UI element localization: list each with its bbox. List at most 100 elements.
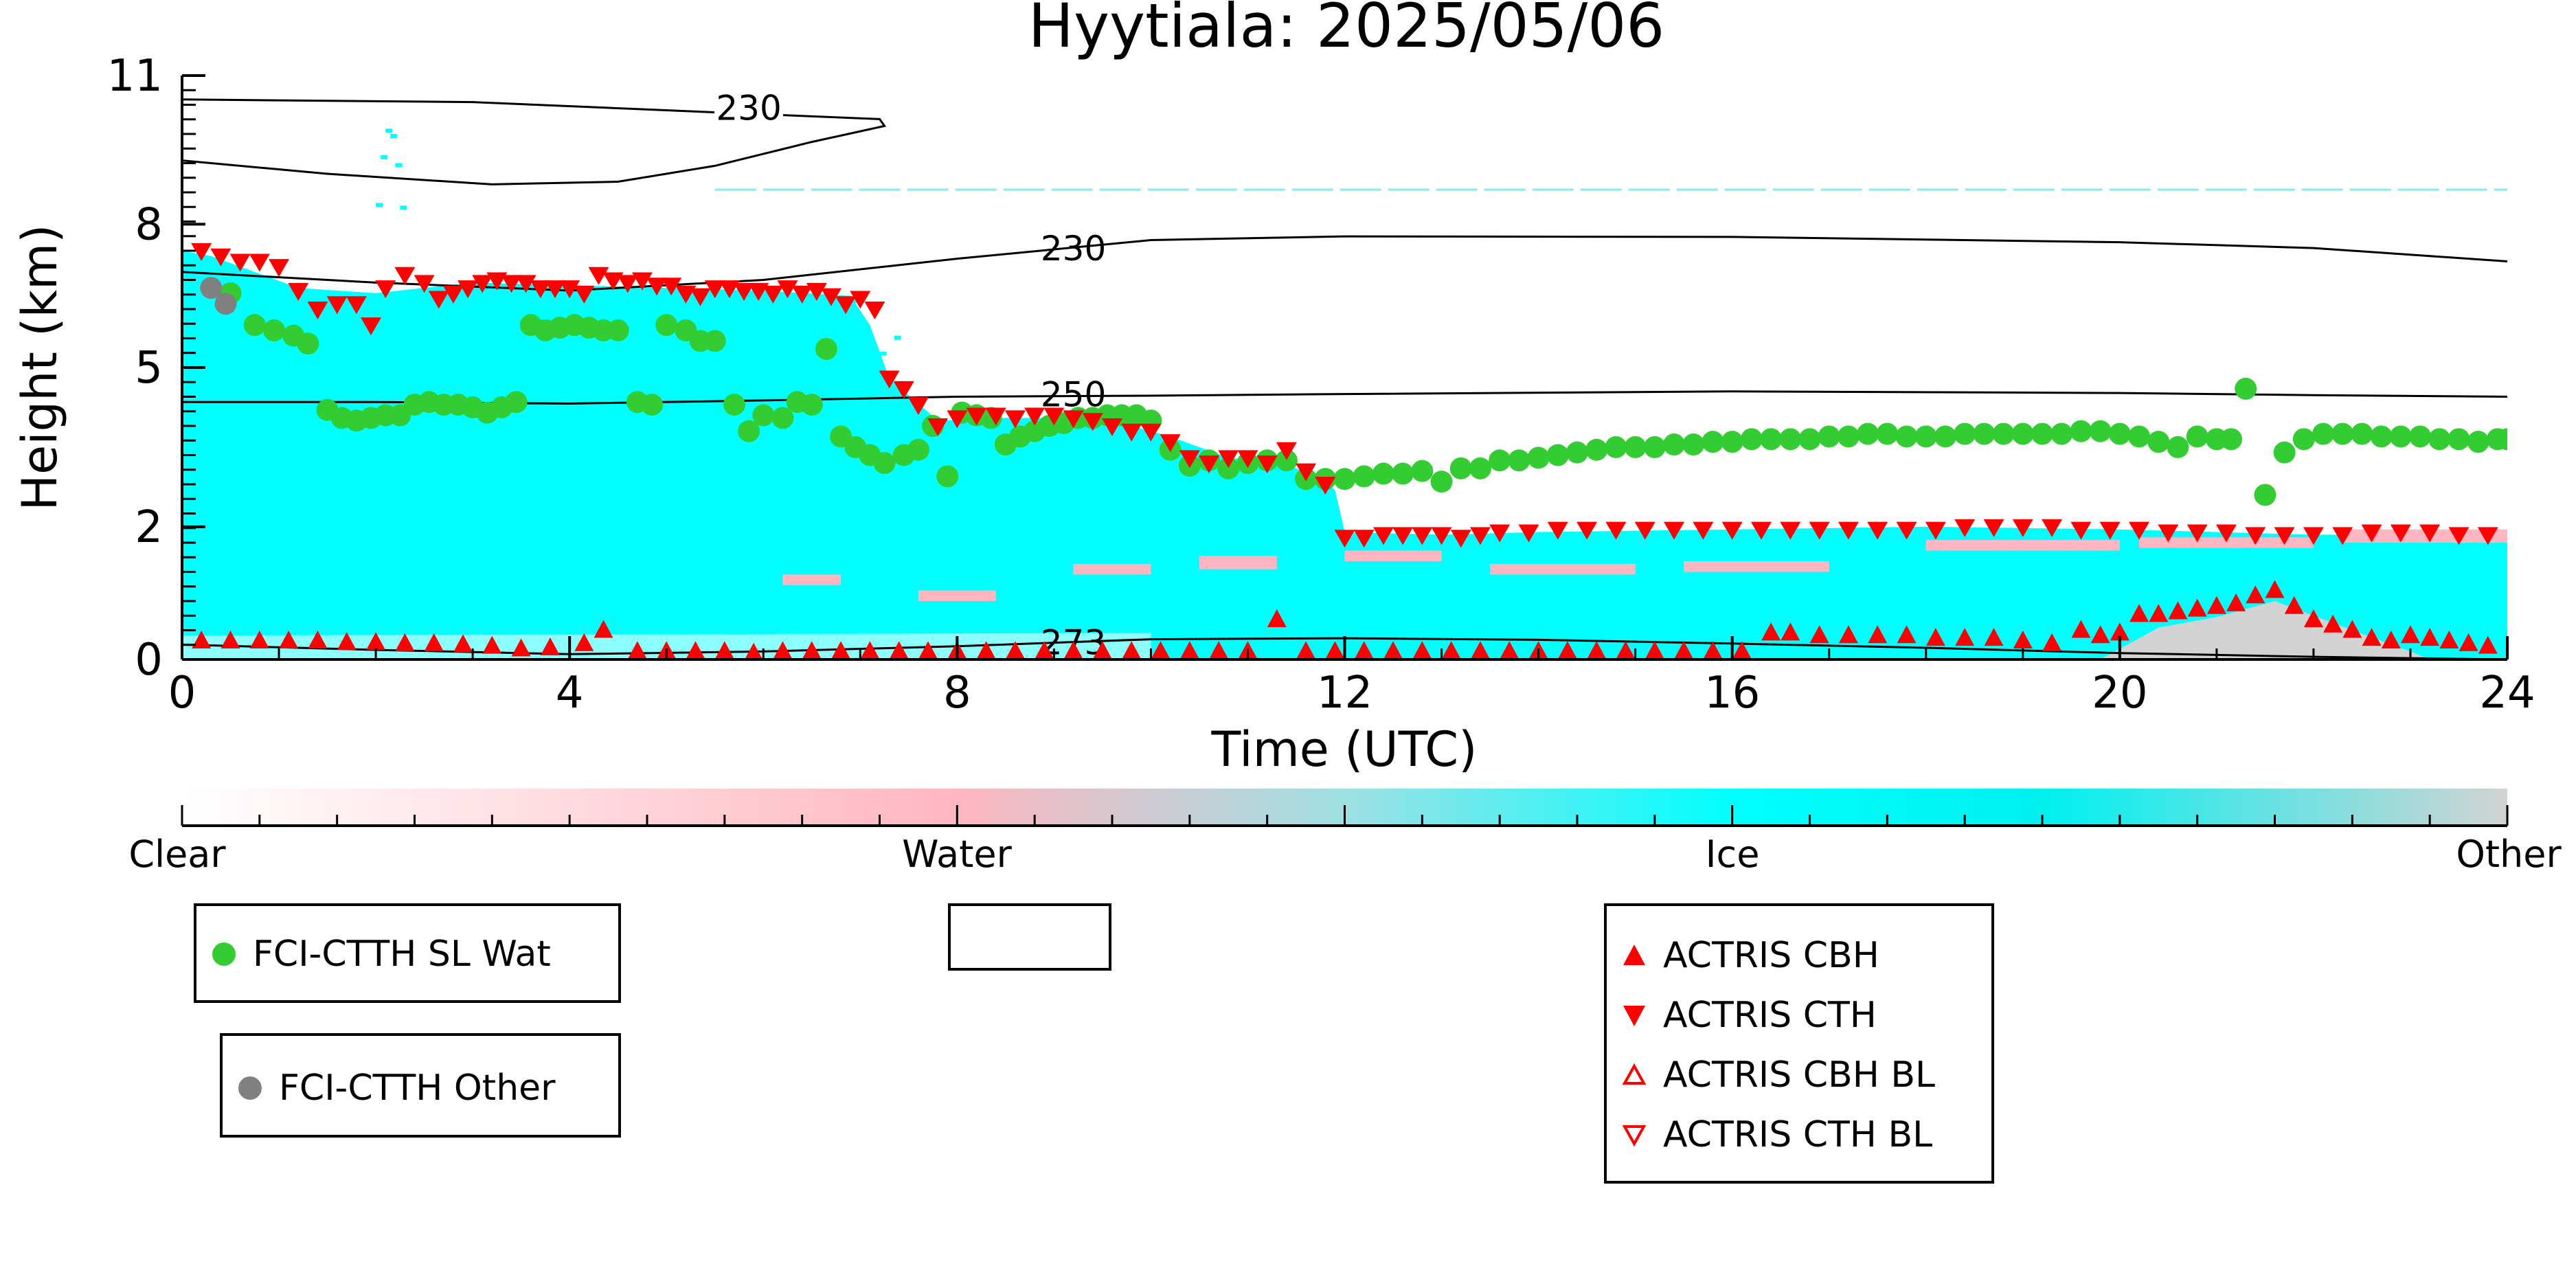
data-point — [2303, 527, 2324, 545]
data-point — [607, 319, 629, 341]
data-point — [1353, 465, 1375, 488]
contour-line-230 — [182, 235, 2507, 292]
contour-label-230: 230 — [1041, 229, 1106, 269]
data-point — [2070, 420, 2092, 442]
data-point — [1383, 641, 1403, 659]
water-streak — [1684, 561, 1829, 572]
data-point — [1895, 425, 1918, 448]
data-point — [1489, 524, 1511, 543]
data-point — [2147, 431, 2170, 453]
data-point — [2265, 580, 2285, 598]
data-point — [453, 634, 473, 653]
data-point — [617, 275, 638, 293]
data-point — [602, 272, 624, 291]
contour-line-230 — [182, 98, 887, 185]
data-point — [1750, 521, 1772, 540]
data-point — [2292, 428, 2315, 451]
data-point — [1489, 449, 1511, 472]
data-point — [2206, 596, 2226, 614]
data-point — [2012, 519, 2033, 537]
x-axis-label: Time (UTC) — [1211, 721, 1478, 778]
data-point — [442, 285, 464, 304]
data-point — [686, 641, 705, 659]
legend-label-fci-other: FCI-CTTH Other — [279, 1067, 556, 1109]
colorbar-label-other: Other — [2456, 833, 2562, 876]
data-point — [985, 407, 1006, 426]
data-point — [947, 410, 968, 429]
data-point — [2409, 425, 2432, 448]
data-point — [2381, 630, 2401, 648]
ice-speckle — [850, 298, 858, 303]
data-point — [594, 620, 613, 638]
data-point — [1217, 457, 1240, 479]
data-point — [1634, 521, 1656, 540]
data-point — [221, 630, 240, 648]
data-point — [907, 438, 929, 461]
data-point — [482, 635, 502, 654]
data-point — [835, 296, 857, 315]
data-point — [1557, 641, 1577, 659]
data-point — [704, 280, 725, 299]
data-point — [2274, 527, 2295, 545]
series-fci-ctth-other — [200, 277, 237, 315]
water-streak — [1490, 563, 1636, 575]
legend-item-actris-cth: ACTRIS CTH — [1607, 995, 1877, 1036]
grey-circle-icon — [236, 1074, 264, 1102]
data-point — [1441, 641, 1461, 659]
data-point — [1035, 641, 1054, 659]
series-actris-cth — [191, 243, 2498, 548]
data-point — [661, 278, 682, 296]
data-point — [2420, 628, 2440, 646]
data-point — [200, 277, 223, 300]
legend-label-actris-cth: ACTRIS CTH — [1663, 995, 1877, 1036]
triangle-up-icon — [1620, 942, 1648, 969]
data-point — [1469, 457, 1491, 479]
data-point — [424, 633, 444, 651]
green-circle-icon — [210, 940, 238, 968]
data-point — [1973, 422, 1996, 445]
data-point — [288, 282, 309, 301]
colorbar-label-water: Water — [902, 833, 1012, 876]
series-actris-cbh — [192, 580, 2498, 659]
data-point — [1179, 641, 1199, 659]
data-point — [641, 394, 664, 416]
x-tick-label: 24 — [2479, 668, 2535, 719]
water-streak — [2342, 529, 2507, 543]
triangle-down-icon — [1620, 1002, 1648, 1029]
data-point — [2186, 425, 2208, 448]
data-point — [791, 285, 813, 304]
data-point — [1315, 477, 1336, 495]
data-point — [2071, 620, 2091, 638]
data-point — [1121, 423, 1142, 442]
data-point — [850, 291, 871, 309]
data-point — [2070, 521, 2092, 540]
contour-label-230: 230 — [716, 88, 781, 128]
data-point — [1354, 641, 1374, 659]
data-point — [1983, 519, 2004, 537]
data-point — [1577, 521, 1598, 540]
data-point — [2129, 521, 2150, 540]
data-point — [2459, 633, 2478, 651]
data-point — [2331, 422, 2354, 445]
data-point — [2400, 625, 2420, 644]
data-point — [1721, 521, 1743, 540]
data-point — [1798, 428, 1821, 451]
data-point — [2128, 425, 2151, 448]
data-point — [210, 248, 231, 267]
data-point — [1702, 431, 1724, 453]
data-point — [2390, 524, 2411, 543]
data-point — [1450, 530, 1471, 548]
data-point — [1276, 442, 1297, 460]
data-point — [1605, 436, 1627, 458]
data-point — [1624, 436, 1647, 458]
data-point — [1392, 462, 1414, 485]
data-point — [2439, 630, 2459, 648]
data-point — [1838, 521, 1859, 540]
triangle-down-outline-icon — [1620, 1121, 1648, 1149]
data-point — [2099, 521, 2121, 540]
data-point — [1914, 425, 1937, 448]
data-point — [214, 293, 237, 315]
data-point — [2013, 630, 2033, 648]
ice-speckle — [390, 134, 398, 138]
data-point — [2332, 527, 2353, 545]
